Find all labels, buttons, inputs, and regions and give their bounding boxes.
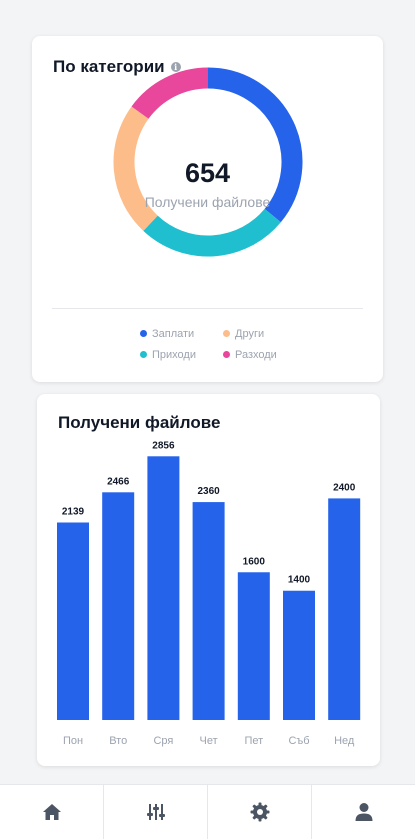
legend-label: Приходи [152, 349, 196, 361]
bar-category-label: Сря [153, 735, 173, 747]
received-files-bar-chart: 2139 Пон 2466 Вто 2856 Сря 2360 Чет 1600 Пет 1400 С… [57, 440, 361, 747]
bar-category-label: Вто [109, 735, 127, 747]
nav-settings-sliders[interactable] [104, 785, 208, 839]
received-files-card: Получени файлове 2139 Пон 2466 Вто 2856 Сря 23… [37, 394, 380, 766]
legend-dot-icon [223, 330, 230, 337]
bar-value-label: 2139 [62, 506, 85, 517]
legend-dot-icon [223, 351, 230, 358]
donut-segment-3[interactable] [131, 67, 209, 120]
categories-card: По категории i 654 Получени файлове Запла… [32, 36, 383, 382]
legend-item-other[interactable]: Други [223, 328, 264, 340]
bar-category-label: Чет [200, 735, 218, 747]
legend-dot-icon [140, 351, 147, 358]
categories-title: По категории i [53, 57, 181, 77]
legend-divider [52, 308, 363, 309]
legend-item-salaries[interactable]: Заплати [140, 328, 194, 340]
info-icon[interactable]: i [170, 62, 181, 72]
user-icon [355, 803, 372, 821]
legend-item-expenses[interactable]: Разходи [223, 349, 277, 361]
bar-1[interactable] [102, 492, 135, 720]
bar-category-label: Пон [63, 735, 83, 747]
bar-3[interactable] [192, 502, 225, 720]
bar-value-label: 1400 [288, 575, 311, 586]
donut-segment-0[interactable] [207, 67, 303, 223]
categories-title-text: По категории [53, 57, 165, 76]
bar-category-label: Пет [244, 735, 263, 747]
legend-label: Други [235, 328, 265, 340]
bar-value-label: 2856 [152, 440, 175, 451]
legend-item-income[interactable]: Приходи [140, 349, 196, 361]
sliders-icon [146, 804, 165, 820]
donut-segment-1[interactable] [143, 208, 281, 257]
bar-value-label: 2360 [197, 486, 220, 497]
bottom-navigation [0, 784, 415, 839]
gear-icon [250, 802, 269, 822]
bar-5[interactable] [283, 590, 315, 720]
donut-segment-2[interactable] [113, 106, 158, 231]
bar-category-label: Съб [288, 735, 309, 747]
bar-value-label: 2400 [333, 482, 356, 493]
categories-donut-chart [113, 67, 303, 257]
bar-value-label: 1600 [243, 556, 266, 567]
legend-label: Разходи [235, 349, 277, 361]
received-files-title: Получени файлове [58, 413, 221, 432]
nav-home[interactable] [0, 785, 104, 839]
nav-settings[interactable] [208, 785, 312, 839]
bar-category-label: Нед [334, 735, 355, 747]
nav-profile[interactable] [312, 785, 415, 839]
bar-value-label: 2466 [107, 476, 130, 487]
donut-caption: Получени файлове [144, 194, 271, 210]
donut-total-value: 654 [184, 158, 231, 188]
bar-6[interactable] [328, 498, 361, 720]
home-icon [42, 804, 61, 820]
bar-2[interactable] [147, 456, 180, 720]
legend-label: Заплати [152, 328, 195, 340]
bar-0[interactable] [57, 522, 89, 720]
legend-dot-icon [140, 330, 147, 337]
bar-4[interactable] [237, 572, 270, 720]
